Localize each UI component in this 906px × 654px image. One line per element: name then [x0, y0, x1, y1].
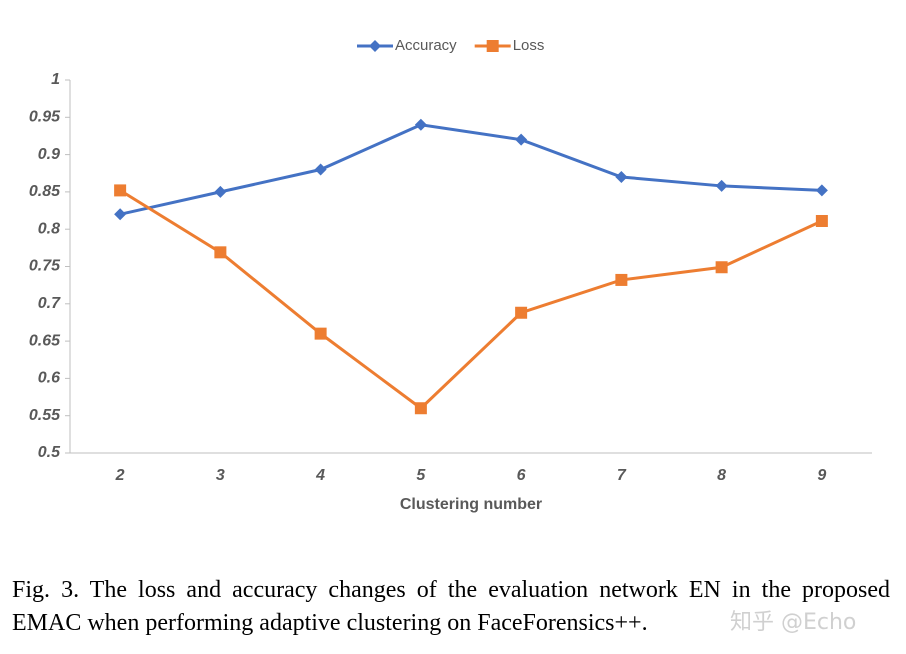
- marker: [314, 327, 327, 340]
- marker: [369, 40, 381, 52]
- x-tick-label: 2: [115, 467, 125, 484]
- x-axis-label: Clustering number: [400, 496, 542, 513]
- marker: [114, 184, 127, 197]
- marker: [715, 261, 728, 274]
- marker: [486, 40, 499, 52]
- marker: [515, 133, 528, 146]
- marker: [615, 273, 628, 286]
- marker: [214, 246, 227, 259]
- x-tick-label: 3: [216, 467, 225, 484]
- caption: Fig. 3. The loss and accuracy changes of…: [12, 577, 890, 636]
- y-tick-label: 0.55: [29, 407, 61, 424]
- line: [119, 189, 823, 411]
- marker: [715, 179, 728, 192]
- legend-label: Loss: [513, 37, 545, 54]
- watermark: 知乎 @Echo: [730, 610, 857, 635]
- marker: [414, 118, 427, 131]
- legend-label: Accuracy: [395, 37, 457, 54]
- marker: [815, 184, 828, 197]
- y-tick-label: 0.6: [38, 370, 60, 387]
- y-tick-label: 0.65: [29, 332, 61, 349]
- x-tick-label: 9: [817, 467, 826, 484]
- y-tick-label: 0.7: [38, 295, 61, 312]
- x-tick-label: 8: [717, 467, 726, 484]
- y-tick-label: 0.9: [38, 146, 60, 163]
- x-tick-label: 6: [517, 467, 526, 484]
- x-tick-label: 7: [617, 467, 627, 484]
- marker: [314, 163, 327, 176]
- marker: [114, 208, 127, 221]
- marker: [515, 306, 528, 319]
- y-tick-label: 0.85: [29, 183, 61, 200]
- x-tick-label: 5: [416, 467, 426, 484]
- chart: Clustering number 0.5 0.55 0.6 0.65 0.7 0.75 0…: [29, 37, 872, 513]
- y-tick-label: 0.75: [29, 258, 61, 275]
- line: [119, 123, 822, 216]
- y-tick-label: 1: [51, 71, 60, 88]
- marker: [815, 214, 828, 227]
- marker: [214, 185, 227, 198]
- y-tick-label: 0.95: [29, 109, 61, 126]
- y-tick-label: 0.8: [38, 220, 60, 237]
- marker: [615, 170, 628, 183]
- marker: [414, 402, 427, 415]
- y-tick-label: 0.5: [38, 444, 61, 461]
- x-tick-label: 4: [315, 467, 325, 484]
